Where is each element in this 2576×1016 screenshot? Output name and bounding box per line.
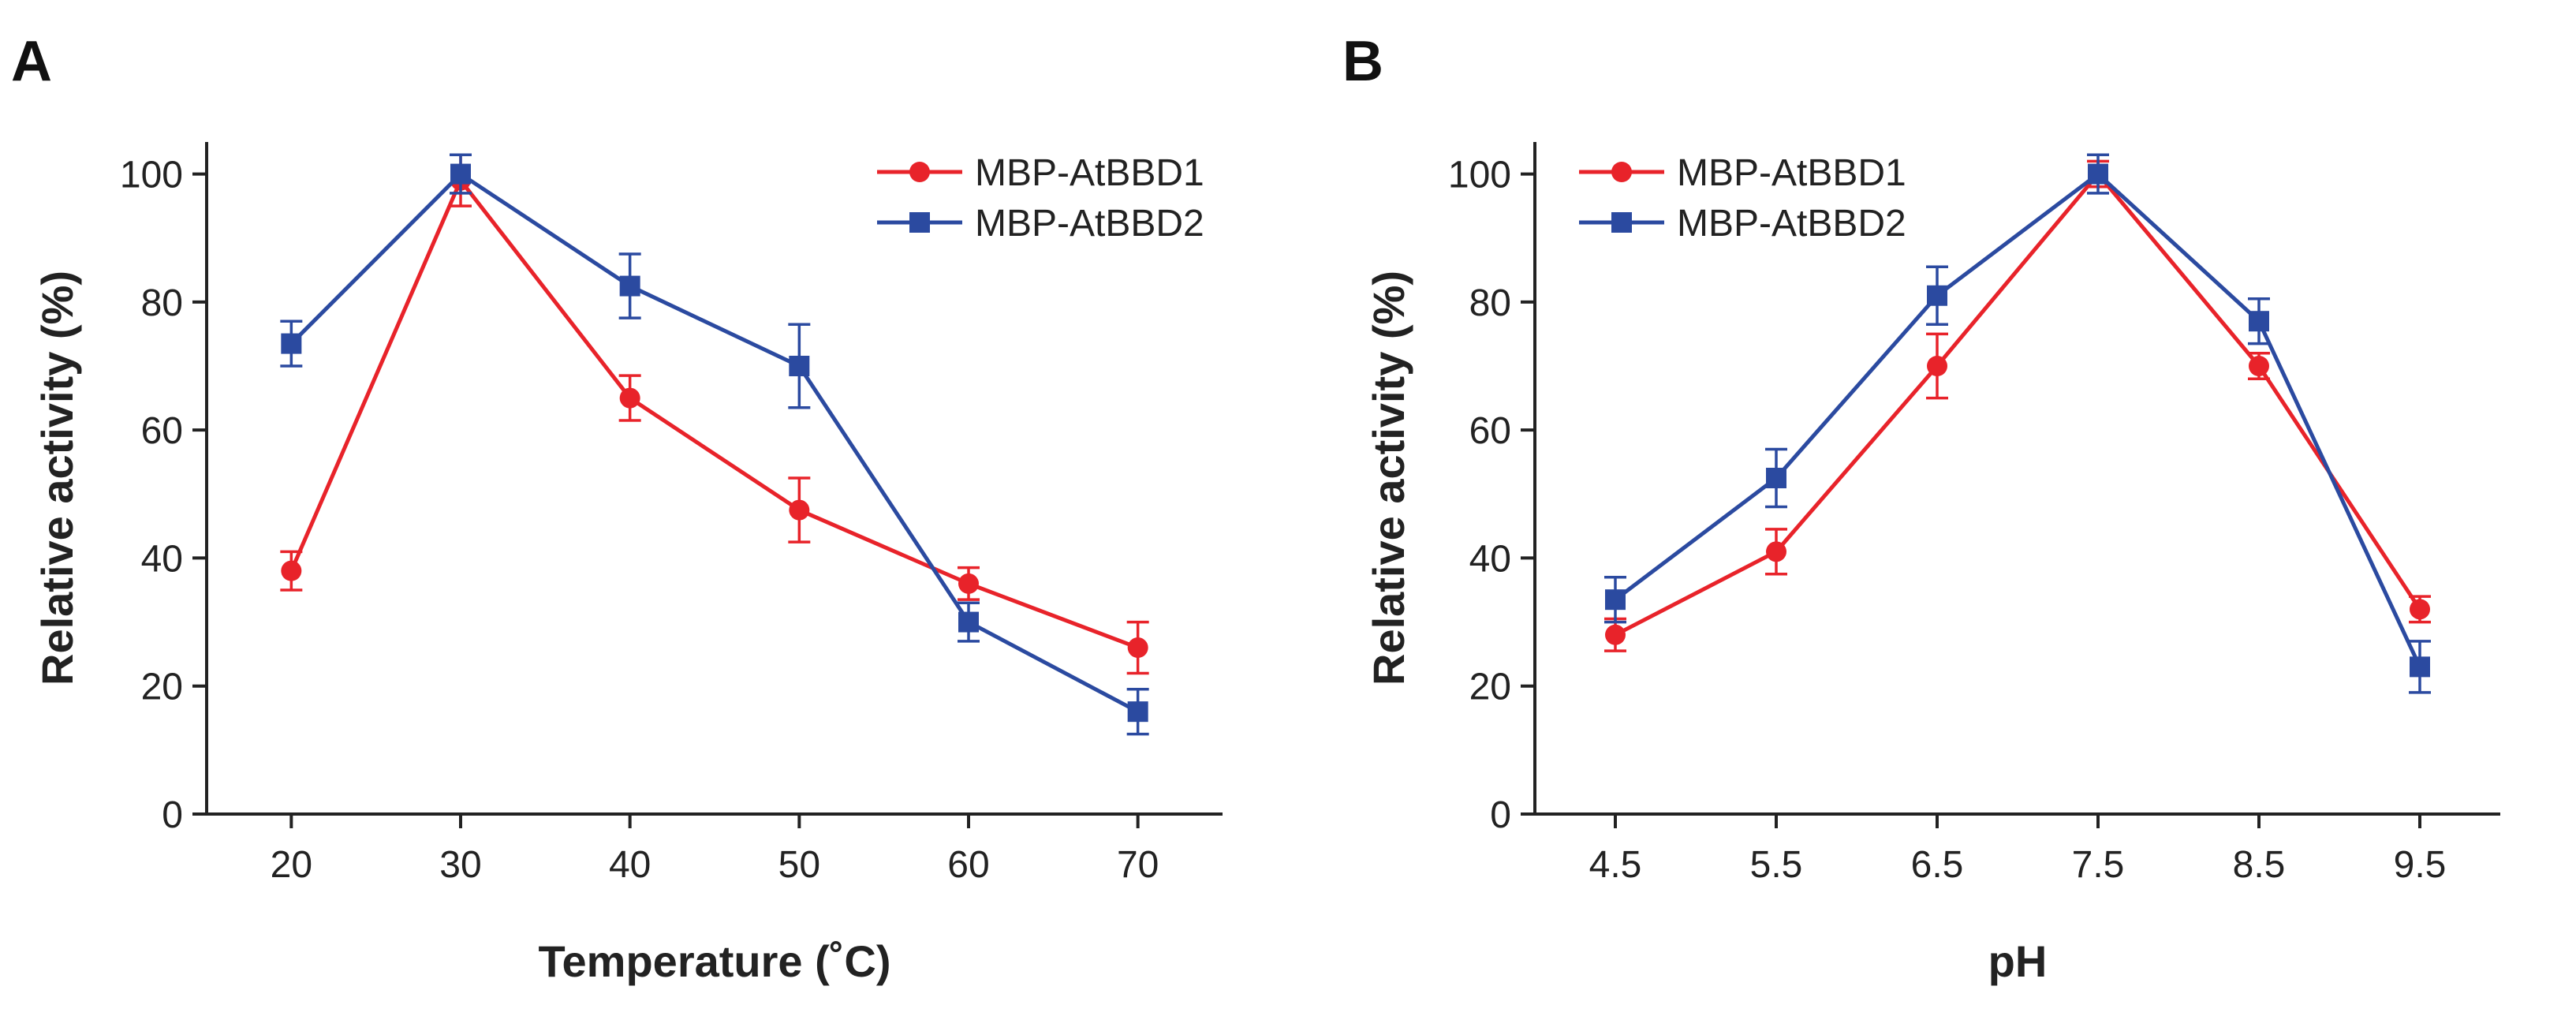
data-point	[2410, 599, 2430, 620]
series-mbp-atbbd1	[1604, 159, 2431, 652]
legend-item: MBP-AtBBD2	[1579, 203, 1906, 245]
data-point	[281, 333, 302, 354]
x-tick-label: 4.5	[1589, 844, 1642, 886]
data-point	[789, 356, 810, 376]
data-point	[1127, 701, 1148, 723]
panel-a: A 0 20 40 60 80 100 20 30 40 50 60 70 Temperature (˚C…	[11, 30, 1223, 986]
data-point	[2088, 163, 2108, 185]
y-axis-title: Relative activity (%)	[1364, 271, 1413, 685]
data-point	[1766, 541, 1786, 562]
legend-label: MBP-AtBBD2	[975, 203, 1204, 245]
data-point	[619, 387, 640, 409]
legend-marker	[909, 162, 930, 182]
x-axis-title: pH	[1988, 936, 2048, 986]
y-tick-label: 20	[141, 667, 183, 708]
data-point	[2410, 656, 2430, 678]
x-tick-label: 7.5	[2072, 844, 2125, 886]
data-point	[1127, 637, 1148, 659]
series-mbp-atbbd2	[1604, 153, 2431, 694]
legend-label: MBP-AtBBD1	[975, 152, 1204, 194]
x-tick-label: 9.5	[2394, 844, 2447, 886]
y-tick-label: 0	[1490, 794, 1511, 836]
y-tick-label: 100	[1448, 155, 1511, 196]
x-tick-label: 5.5	[1750, 844, 1803, 886]
legend-label: MBP-AtBBD1	[1677, 152, 1906, 194]
x-tick-label: 20	[271, 844, 312, 886]
y-tick-label: 80	[1469, 282, 1511, 324]
x-tick-label: 40	[609, 844, 651, 886]
x-tick-label: 50	[778, 844, 820, 886]
panel-b: B 0 20 40 60 80 100 4.5 5.5 6.5 7.5 8.5 9.5 pH Relativ…	[1342, 30, 2500, 986]
y-tick-label: 60	[1469, 410, 1511, 452]
data-point	[1605, 589, 1626, 611]
data-point	[450, 163, 471, 185]
legend-item: MBP-AtBBD2	[877, 203, 1204, 245]
y-tick-label: 20	[1469, 667, 1511, 708]
x-axis-title: Temperature (˚C)	[538, 936, 890, 986]
data-point	[958, 573, 979, 594]
y-tick-label: 80	[141, 282, 183, 324]
y-tick-label: 40	[141, 538, 183, 580]
series-mbp-atbbd2	[280, 153, 1149, 736]
legend-label: MBP-AtBBD2	[1677, 203, 1906, 245]
data-point	[2249, 311, 2269, 332]
data-point	[281, 560, 302, 581]
y-tick-label: 0	[162, 794, 183, 836]
x-tick-label: 6.5	[1911, 844, 1964, 886]
y-tick-label: 60	[141, 410, 183, 452]
panel-letter: B	[1342, 30, 1383, 93]
series-line	[289, 178, 1139, 650]
data-point	[1927, 285, 1947, 306]
data-point	[619, 275, 640, 297]
legend-item: MBP-AtBBD1	[1579, 152, 1906, 194]
x-tick-label: 8.5	[2233, 844, 2286, 886]
data-point	[1766, 468, 1786, 488]
legend-marker	[1611, 212, 1632, 233]
data-point	[2249, 356, 2269, 376]
panel-letter: A	[11, 30, 52, 93]
data-point	[789, 499, 810, 521]
legend-item: MBP-AtBBD1	[877, 152, 1204, 194]
series-line	[1614, 172, 2422, 637]
data-point	[958, 611, 979, 633]
data-point	[1927, 356, 1947, 376]
series-line	[289, 172, 1139, 714]
x-tick-label: 30	[439, 844, 481, 886]
y-tick-label: 100	[120, 155, 183, 196]
legend-marker	[909, 212, 930, 233]
legend-marker	[1611, 162, 1632, 182]
x-tick-label: 60	[947, 844, 989, 886]
series-line	[1614, 172, 2422, 668]
y-tick-label: 40	[1469, 538, 1511, 580]
x-tick-label: 70	[1117, 844, 1159, 886]
y-axis-title: Relative activity (%)	[32, 271, 82, 685]
data-point	[1605, 624, 1626, 645]
